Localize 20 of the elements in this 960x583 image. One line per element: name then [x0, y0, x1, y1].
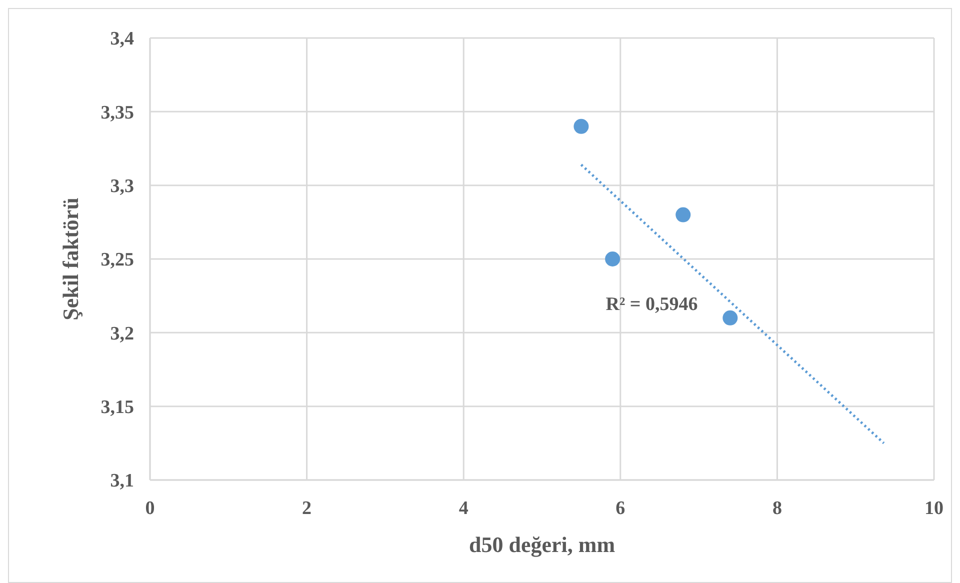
y-tick-label: 3,15: [100, 396, 134, 418]
point: [676, 207, 691, 222]
point: [722, 310, 738, 326]
y-axis-title: Şekil faktörü: [58, 198, 83, 320]
x-tick-label: 10: [924, 498, 944, 519]
y-tick-label: 3,1: [110, 470, 134, 492]
y-tick-label: 3,25: [100, 250, 134, 271]
point: [605, 252, 620, 266]
y-tick-label: 3,2: [110, 323, 134, 344]
x-tick-label: 4: [458, 498, 469, 519]
annotation: R² = 0,5946: [606, 294, 698, 315]
x-tick-label: 2: [302, 498, 312, 519]
y-tick-label: 3,3: [110, 176, 134, 197]
point: [574, 118, 589, 134]
x-tick-label: 0: [145, 498, 155, 519]
x-tick-label: 6: [616, 498, 626, 519]
y-tick-label: 3,35: [100, 102, 134, 124]
y-tick-label: 3,4: [110, 28, 134, 50]
x-tick-label: 8: [772, 498, 782, 519]
x-axis-title: d50 değeri, mm: [468, 532, 616, 557]
